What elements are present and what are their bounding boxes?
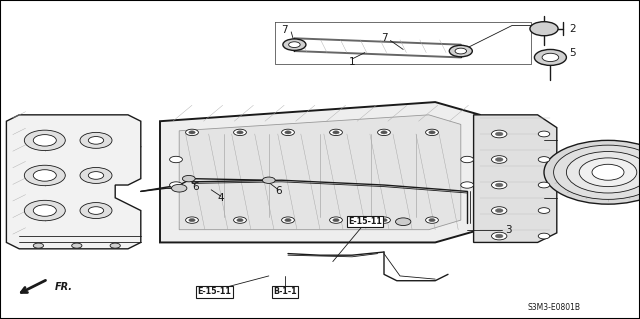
Circle shape (285, 131, 291, 134)
Circle shape (88, 137, 104, 144)
Polygon shape (179, 115, 461, 230)
Circle shape (544, 140, 640, 204)
Circle shape (170, 182, 182, 188)
Circle shape (542, 53, 559, 62)
Circle shape (495, 132, 503, 136)
Circle shape (538, 182, 550, 188)
Circle shape (538, 208, 550, 213)
Circle shape (381, 219, 387, 222)
Circle shape (538, 233, 550, 239)
Text: 3: 3 (506, 225, 512, 235)
Circle shape (88, 172, 104, 179)
Circle shape (237, 131, 243, 134)
Circle shape (492, 207, 507, 214)
Circle shape (237, 219, 243, 222)
Circle shape (182, 175, 195, 182)
Circle shape (24, 200, 65, 221)
Circle shape (24, 165, 65, 186)
Circle shape (80, 167, 112, 183)
Circle shape (495, 158, 503, 161)
Circle shape (461, 156, 474, 163)
Circle shape (492, 130, 507, 138)
Circle shape (426, 217, 438, 223)
Circle shape (566, 152, 640, 193)
Circle shape (333, 131, 339, 134)
Circle shape (170, 156, 182, 163)
Circle shape (110, 243, 120, 248)
Circle shape (554, 145, 640, 199)
Circle shape (186, 129, 198, 136)
Circle shape (461, 182, 474, 188)
Text: 6: 6 (192, 182, 198, 192)
Text: 4: 4 (218, 193, 224, 203)
Circle shape (396, 218, 411, 226)
Circle shape (189, 131, 195, 134)
Text: 7: 7 (282, 25, 288, 35)
Circle shape (492, 181, 507, 189)
Circle shape (282, 217, 294, 223)
Circle shape (333, 219, 339, 222)
Text: 2: 2 (570, 24, 576, 34)
Circle shape (80, 203, 112, 219)
Circle shape (381, 131, 387, 134)
Circle shape (330, 129, 342, 136)
Circle shape (80, 132, 112, 148)
Polygon shape (160, 102, 480, 242)
Circle shape (282, 129, 294, 136)
Circle shape (426, 129, 438, 136)
Circle shape (330, 217, 342, 223)
Circle shape (172, 184, 187, 192)
Circle shape (492, 232, 507, 240)
Circle shape (33, 205, 56, 216)
Circle shape (283, 39, 306, 50)
Circle shape (33, 135, 56, 146)
Circle shape (33, 243, 44, 248)
Text: B-1-1: B-1-1 (273, 287, 296, 296)
Circle shape (492, 156, 507, 163)
Circle shape (534, 49, 566, 65)
Circle shape (455, 48, 467, 54)
Text: FR.: FR. (54, 282, 72, 292)
Circle shape (88, 207, 104, 214)
Text: E-15-11: E-15-11 (348, 217, 381, 226)
Circle shape (592, 164, 624, 180)
Circle shape (530, 22, 558, 36)
Text: E-15-11: E-15-11 (198, 287, 231, 296)
Text: S3M3-E0801B: S3M3-E0801B (527, 303, 580, 312)
Circle shape (378, 217, 390, 223)
Circle shape (538, 157, 550, 162)
Text: 7: 7 (381, 33, 387, 43)
Circle shape (449, 45, 472, 57)
Circle shape (234, 129, 246, 136)
Circle shape (538, 131, 550, 137)
Circle shape (429, 131, 435, 134)
Polygon shape (474, 115, 557, 242)
Circle shape (72, 243, 82, 248)
Circle shape (378, 129, 390, 136)
Circle shape (262, 177, 275, 183)
Circle shape (289, 42, 300, 48)
Circle shape (285, 219, 291, 222)
Circle shape (33, 170, 56, 181)
Text: 1: 1 (349, 57, 355, 67)
Circle shape (429, 219, 435, 222)
Text: 6: 6 (275, 186, 282, 197)
Circle shape (495, 209, 503, 212)
Polygon shape (6, 115, 141, 249)
Text: 5: 5 (570, 48, 576, 58)
Circle shape (24, 130, 65, 151)
Circle shape (579, 158, 637, 187)
Circle shape (495, 234, 503, 238)
Circle shape (186, 217, 198, 223)
Circle shape (495, 183, 503, 187)
Circle shape (234, 217, 246, 223)
Circle shape (189, 219, 195, 222)
